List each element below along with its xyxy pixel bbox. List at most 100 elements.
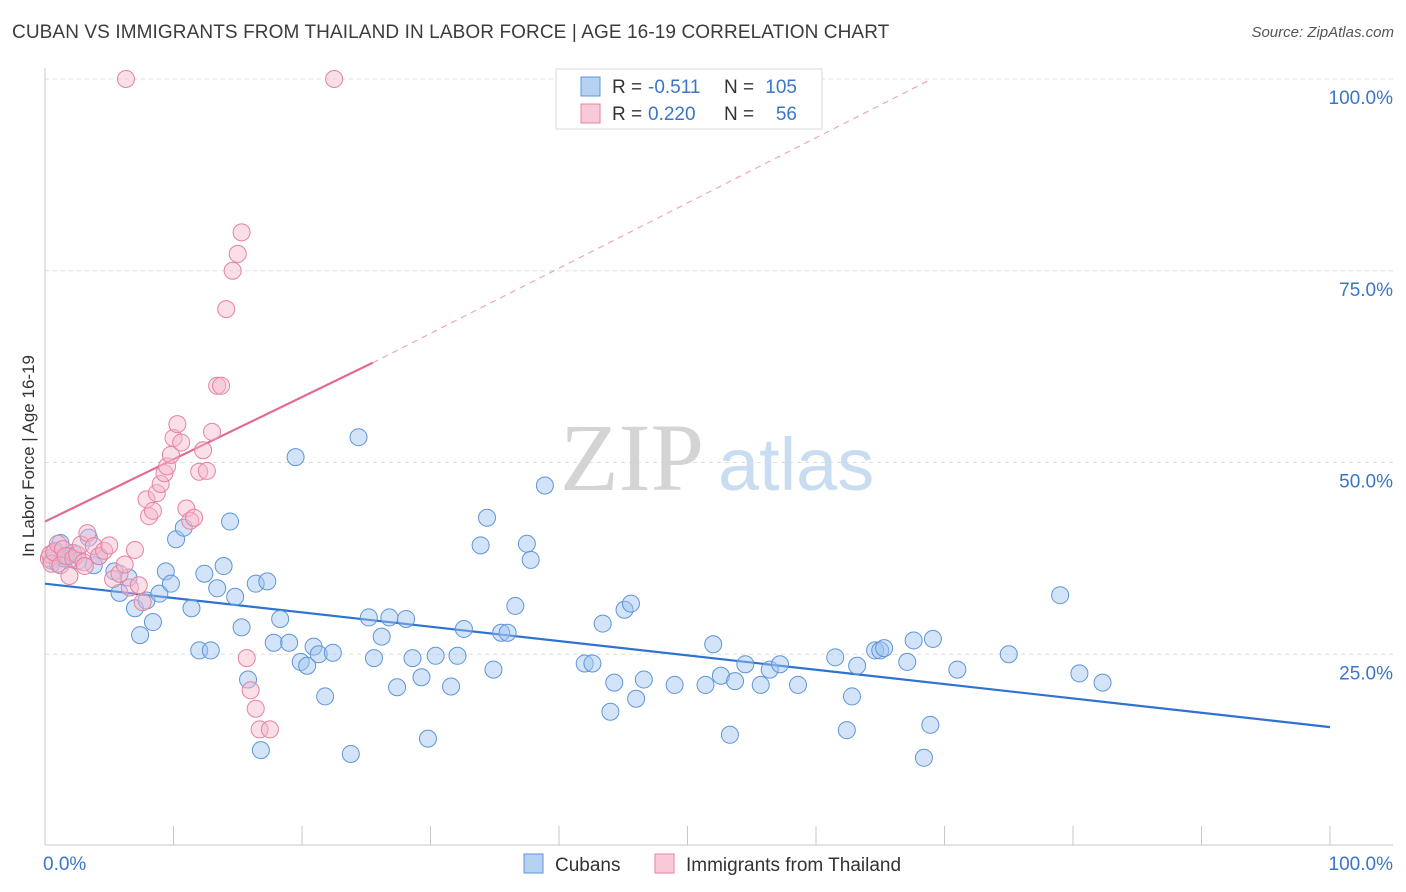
cubans-point	[298, 656, 317, 675]
y-tick-label: 75.0%	[1339, 280, 1393, 301]
stats-r-label-thai: R =	[612, 104, 642, 125]
cubans-point	[221, 512, 240, 531]
x-tick-label: 100.0%	[1329, 854, 1394, 875]
cubans-point	[736, 655, 755, 674]
thai-point	[110, 564, 129, 583]
y-tick-label: 25.0%	[1339, 663, 1393, 684]
cubans-point	[258, 572, 277, 591]
stats-r-label-cubans: R =	[612, 77, 642, 98]
thai-point	[223, 261, 242, 280]
thai-legend-swatch	[580, 103, 601, 124]
cubans-point	[364, 649, 383, 668]
y-tick-label: 100.0%	[1329, 88, 1394, 109]
thai-point	[237, 649, 256, 668]
cubans-point	[380, 608, 399, 627]
watermark: ZIP atlas	[560, 404, 874, 511]
thai-point	[84, 537, 103, 556]
cubans-point	[271, 609, 290, 628]
cubans-point	[426, 646, 445, 665]
thai-point	[246, 699, 265, 718]
cubans-point	[521, 550, 540, 569]
cubans-point	[397, 609, 416, 628]
thai-point	[325, 70, 344, 88]
thai-point	[185, 508, 204, 527]
thai-point	[241, 681, 260, 700]
cubans-point	[696, 675, 715, 694]
cubans-point	[239, 670, 258, 689]
cubans-point	[131, 626, 150, 645]
stats-n-label-thai: N =	[724, 104, 754, 125]
cubans-point	[264, 633, 283, 652]
legend-swatch-cubans	[523, 853, 544, 874]
thai-point	[116, 70, 135, 88]
cubans-point	[388, 678, 407, 697]
cubans-point	[914, 748, 933, 767]
cubans-point	[634, 670, 653, 689]
cubans-point	[201, 641, 220, 660]
thai-point	[125, 540, 144, 559]
cubans-point	[208, 579, 227, 598]
cubans-point	[517, 534, 536, 553]
cubans-point	[842, 687, 861, 706]
cubans-point	[442, 677, 461, 696]
thai-point	[250, 720, 269, 739]
stats-n-value-thai: 56	[776, 104, 797, 125]
thai-point	[60, 567, 79, 586]
cubans-point	[593, 614, 612, 633]
cubans-point	[195, 564, 214, 583]
cubans-point	[535, 476, 554, 495]
cubans-point	[627, 689, 646, 708]
cubans-point	[665, 675, 684, 694]
cubans-point	[150, 584, 169, 603]
stats-r-value-cubans: -0.511	[648, 77, 700, 98]
data-points	[39, 70, 1112, 767]
thai-point	[129, 576, 148, 595]
cubans-point	[711, 666, 730, 685]
cubans-point	[601, 702, 620, 721]
thai-point	[95, 541, 114, 560]
stats-n-label-cubans: N =	[724, 77, 754, 98]
cubans-point	[506, 596, 525, 615]
legend-label-thai: Immigrants from Thailand	[686, 855, 901, 876]
cubans-point	[471, 536, 490, 555]
thai-point	[168, 415, 187, 434]
thai-point	[155, 464, 174, 483]
cubans-point	[837, 721, 856, 740]
cubans-point	[498, 623, 517, 642]
cubans-point	[1093, 673, 1112, 692]
thai-point	[75, 557, 94, 576]
thai-point	[172, 433, 191, 452]
thai-point	[78, 524, 97, 543]
cubans-point	[418, 729, 437, 748]
cubans-point	[84, 556, 103, 575]
cubans-point	[621, 594, 640, 613]
cubans-point	[583, 654, 602, 673]
cubans-point	[341, 744, 360, 763]
cubans-point	[492, 623, 511, 642]
cubans-point	[280, 633, 299, 652]
thai-point	[147, 484, 166, 503]
axes	[44, 68, 1393, 846]
cubans-point	[605, 673, 624, 692]
thai-point	[151, 474, 170, 493]
tick-labels: 100.0% 75.0% 50.0% 25.0% 0.0% 100.0%	[43, 88, 1393, 875]
thai-point	[212, 376, 231, 395]
cubans-point	[726, 672, 745, 691]
cubans-point	[826, 648, 845, 667]
cubans-point	[751, 675, 770, 694]
gridlines	[45, 78, 1393, 655]
cubans-point	[575, 654, 594, 673]
thai-point	[190, 462, 209, 481]
cubans-point	[251, 741, 270, 760]
cubans-point	[226, 587, 245, 606]
thai-point	[133, 593, 152, 612]
thai-point	[194, 441, 213, 460]
cubans-point	[359, 608, 378, 627]
y-axis-label: In Labor Force | Age 16-19	[19, 355, 38, 557]
cubans-point	[316, 687, 335, 706]
cubans-legend-swatch	[580, 76, 601, 97]
cubans-point	[286, 448, 305, 467]
cubans-point	[448, 646, 467, 665]
thai-point	[115, 555, 134, 574]
stats-legend: R = -0.511 N = 105 R = 0.220 N = 56	[555, 68, 823, 130]
